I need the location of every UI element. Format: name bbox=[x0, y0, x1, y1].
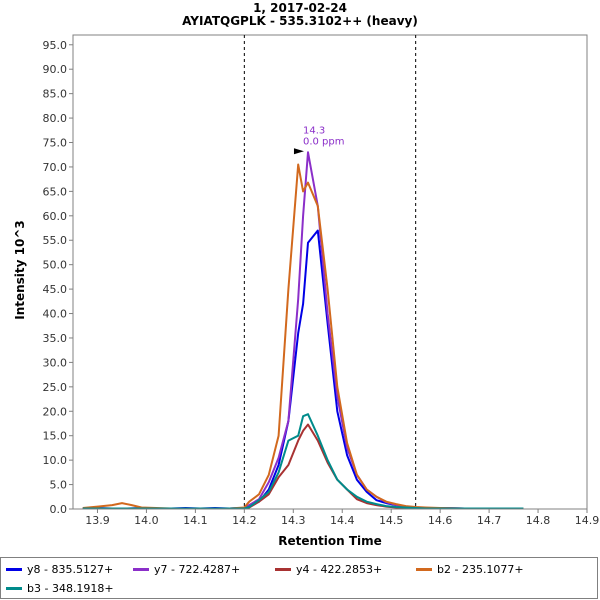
y-tick-label-6: 30.0 bbox=[43, 356, 68, 369]
peak-ppm-label: 0.0 ppm bbox=[303, 136, 345, 147]
x-tick-label-0: 13.9 bbox=[85, 514, 110, 527]
legend-swatch bbox=[6, 567, 22, 571]
legend-item-3: b2 - 235.1077+ bbox=[416, 560, 524, 578]
legend-label: b2 - 235.1077+ bbox=[437, 562, 524, 576]
legend-label: y8 - 835.5127+ bbox=[27, 562, 114, 576]
x-axis-label: Retention Time bbox=[278, 534, 382, 548]
x-tick-label-9: 14.8 bbox=[526, 514, 551, 527]
y-tick-label-2: 10.0 bbox=[43, 454, 68, 467]
x-tick-label-6: 14.5 bbox=[379, 514, 404, 527]
y-tick-label-8: 40.0 bbox=[43, 308, 68, 321]
y-tick-label-19: 95.0 bbox=[43, 39, 68, 52]
peak-rt-label: 14.3 bbox=[303, 125, 325, 136]
y-tick-label-15: 75.0 bbox=[43, 137, 68, 150]
y-tick-label-3: 15.0 bbox=[43, 430, 68, 443]
legend-label: y7 - 722.4287+ bbox=[154, 562, 241, 576]
y-tick-label-10: 50.0 bbox=[43, 259, 68, 272]
legend-item-4: b3 - 348.1918+ bbox=[6, 579, 114, 597]
x-tick-label-7: 14.6 bbox=[428, 514, 453, 527]
y-tick-label-9: 45.0 bbox=[43, 283, 68, 296]
y-tick-label-13: 65.0 bbox=[43, 185, 68, 198]
x-tick-label-5: 14.4 bbox=[330, 514, 355, 527]
y-tick-label-11: 55.0 bbox=[43, 234, 68, 247]
x-tick-label-10: 14.9 bbox=[575, 514, 600, 527]
y-tick-label-0: 0.0 bbox=[50, 503, 68, 516]
legend-item-2: y4 - 422.2853+ bbox=[275, 560, 382, 578]
y-tick-label-7: 35.0 bbox=[43, 332, 68, 345]
legend-swatch bbox=[416, 567, 432, 571]
x-tick-label-2: 14.1 bbox=[183, 514, 208, 527]
peak-marker-icon bbox=[293, 148, 304, 155]
x-tick-label-3: 14.2 bbox=[232, 514, 257, 527]
y-tick-label-4: 20.0 bbox=[43, 405, 68, 418]
x-tick-label-4: 14.3 bbox=[281, 514, 306, 527]
y-tick-label-18: 90.0 bbox=[43, 63, 68, 76]
legend-item-1: y7 - 722.4287+ bbox=[133, 560, 240, 578]
plot-area bbox=[72, 34, 588, 510]
y-tick-label-17: 85.0 bbox=[43, 88, 68, 101]
legend-swatch bbox=[275, 567, 291, 571]
x-tick-label-8: 14.7 bbox=[477, 514, 502, 527]
chart-subtitle: AYIATQGPLK - 535.3102++ (heavy) bbox=[182, 14, 418, 28]
y-tick-label-14: 70.0 bbox=[43, 161, 68, 174]
legend: y8 - 835.5127+ y7 - 722.4287+ y4 - 422.285… bbox=[0, 557, 598, 599]
legend-swatch bbox=[133, 567, 149, 571]
y-axis-label: Intensity 10^3 bbox=[13, 220, 27, 320]
y-tick-label-16: 80.0 bbox=[43, 112, 68, 125]
x-tick-label-1: 14.0 bbox=[134, 514, 159, 527]
y-tick-label-12: 60.0 bbox=[43, 210, 68, 223]
y-tick-label-5: 25.0 bbox=[43, 381, 68, 394]
legend-swatch bbox=[6, 586, 22, 590]
legend-label: y4 - 422.2853+ bbox=[296, 562, 383, 576]
y-tick-label-1: 5.0 bbox=[50, 479, 68, 492]
legend-label: b3 - 348.1918+ bbox=[27, 581, 114, 595]
legend-item-0: y8 - 835.5127+ bbox=[6, 560, 113, 578]
chromatogram-chart: 1, 2017-02-24 AYIATQGPLK - 535.3102++ (h… bbox=[13, 1, 600, 548]
chart-title: 1, 2017-02-24 bbox=[253, 1, 347, 15]
